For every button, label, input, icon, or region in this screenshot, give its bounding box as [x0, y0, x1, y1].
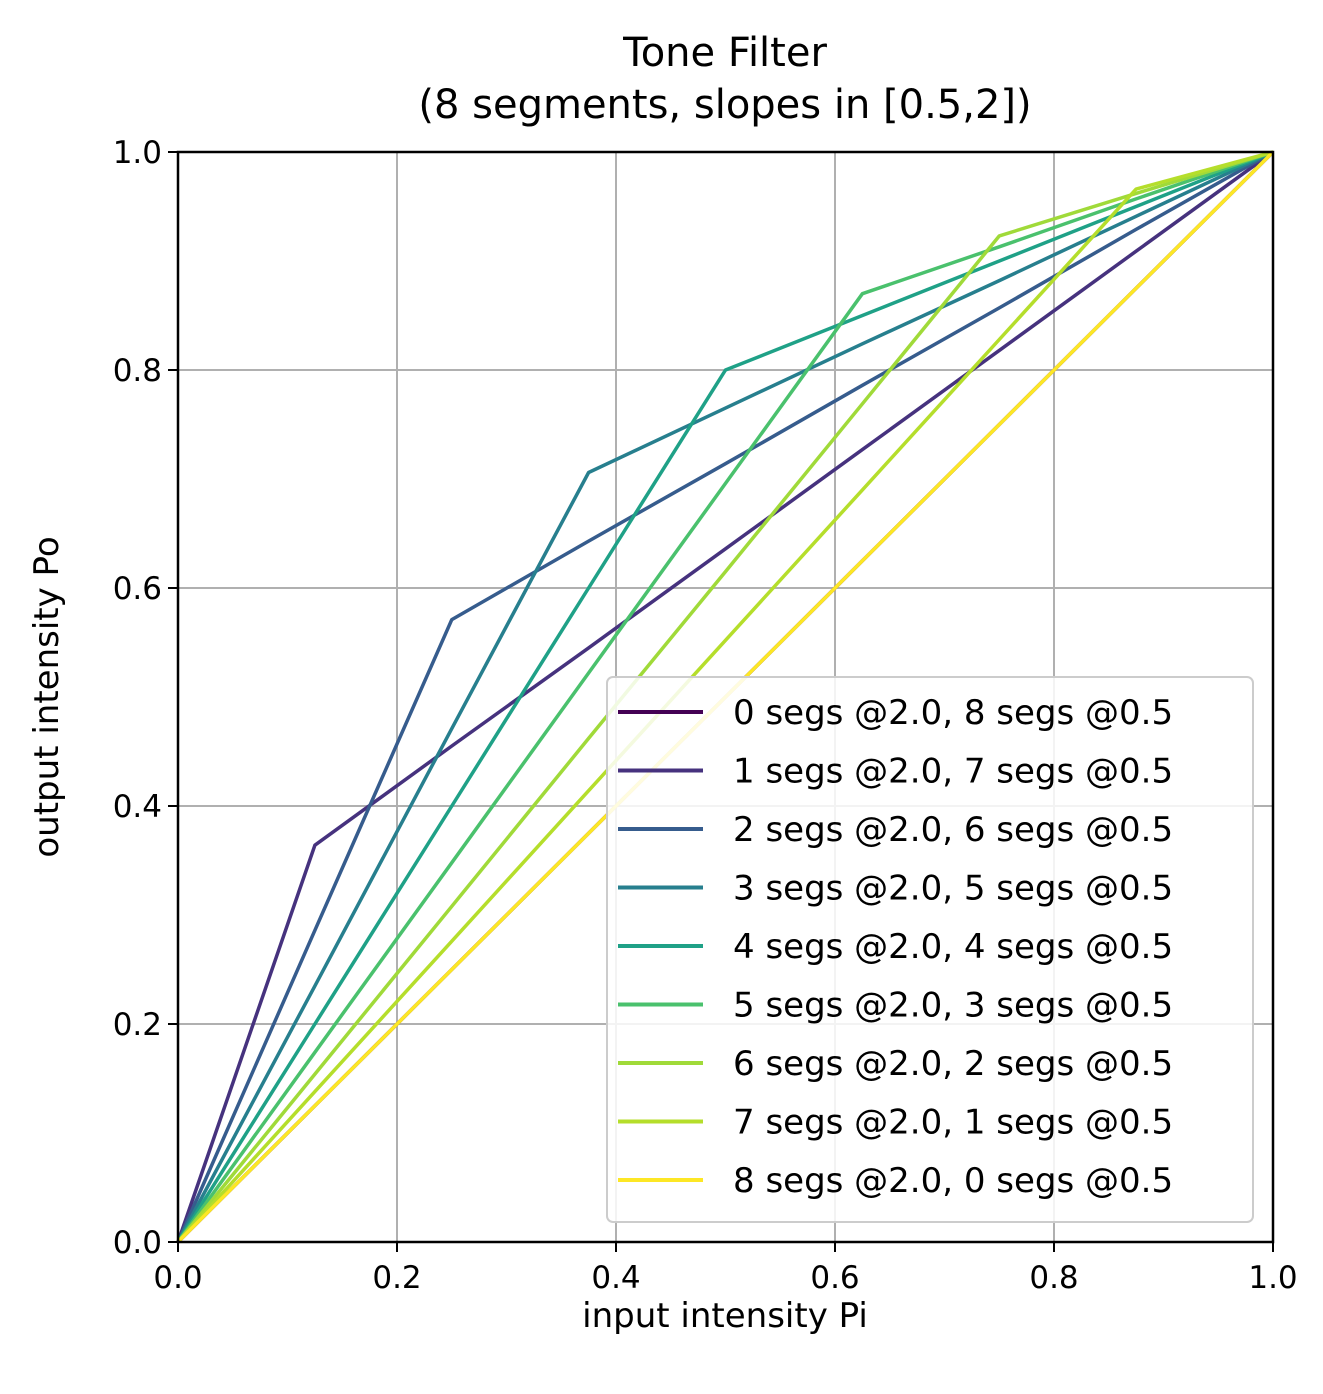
series-line-2: [176, 150, 1274, 1243]
legend-box: [606, 676, 1254, 1223]
series-line-5: [176, 150, 1274, 1244]
x-tick-label: 0.4: [591, 1260, 640, 1296]
legend-label-5: 5 segs @2.0, 3 segs @0.5: [733, 986, 1173, 1026]
legend-label-0: 0 segs @2.0, 8 segs @0.5: [733, 693, 1173, 733]
y-tick-label: 0.2: [113, 1007, 162, 1043]
legend-label-8: 8 segs @2.0, 0 segs @0.5: [733, 1161, 1173, 1201]
y-tick-label: 0.4: [113, 789, 162, 825]
legend-label-4: 4 segs @2.0, 4 segs @0.5: [733, 927, 1173, 967]
series-line-1: [176, 150, 1275, 1243]
chart-subtitle: (8 segments, slopes in [0.5,2]): [418, 82, 1031, 128]
series-line-4: [176, 150, 1274, 1243]
x-tick-label: 0.8: [1029, 1260, 1078, 1296]
series-line-7: [176, 150, 1274, 1244]
legend-label-7: 7 segs @2.0, 1 segs @0.5: [733, 1103, 1173, 1143]
y-axis-label: output intensity Po: [27, 536, 67, 857]
legend-label-3: 3 segs @2.0, 5 segs @0.5: [733, 869, 1173, 909]
x-tick-label: 0.0: [153, 1260, 202, 1296]
x-axis-label: input intensity Pi: [582, 1296, 868, 1336]
x-tick-label: 0.2: [372, 1260, 421, 1296]
series-line-6: [176, 150, 1274, 1244]
legend-label-6: 6 segs @2.0, 2 segs @0.5: [733, 1044, 1173, 1084]
y-tick-label: 1.0: [113, 135, 162, 171]
y-tick-label: 0.0: [113, 1225, 162, 1261]
axis-ticks: 0.0 0.2 0.4 0.6 0.8 1.0 0.0 0.2 0.4 0.6 0.8 1.0: [113, 135, 1298, 1296]
x-tick-label: 0.6: [810, 1260, 859, 1296]
plot-frame: [176, 150, 1275, 1244]
x-tick-label: 1.0: [1248, 1260, 1297, 1296]
legend: 0 segs @2.0, 8 segs @0.5 1 segs @2.0, 7 s…: [606, 676, 1254, 1223]
legend-label-2: 2 segs @2.0, 6 segs @0.5: [733, 810, 1173, 850]
legend-label-1: 1 segs @2.0, 7 segs @0.5: [733, 752, 1173, 792]
chart-title: Tone Filter: [622, 30, 827, 76]
y-tick-label: 0.6: [113, 571, 162, 607]
y-tick-label: 0.8: [113, 353, 162, 389]
